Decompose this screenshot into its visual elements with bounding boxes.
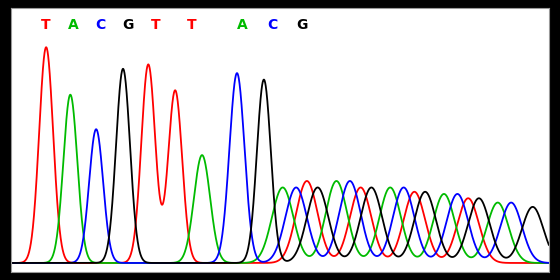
Text: C: C	[267, 18, 277, 32]
Text: T: T	[151, 18, 160, 32]
Text: C: C	[95, 18, 105, 32]
Text: T: T	[41, 18, 51, 32]
Text: A: A	[237, 18, 248, 32]
Text: G: G	[296, 18, 307, 32]
Text: T: T	[186, 18, 196, 32]
Text: A: A	[68, 18, 78, 32]
Text: G: G	[123, 18, 134, 32]
